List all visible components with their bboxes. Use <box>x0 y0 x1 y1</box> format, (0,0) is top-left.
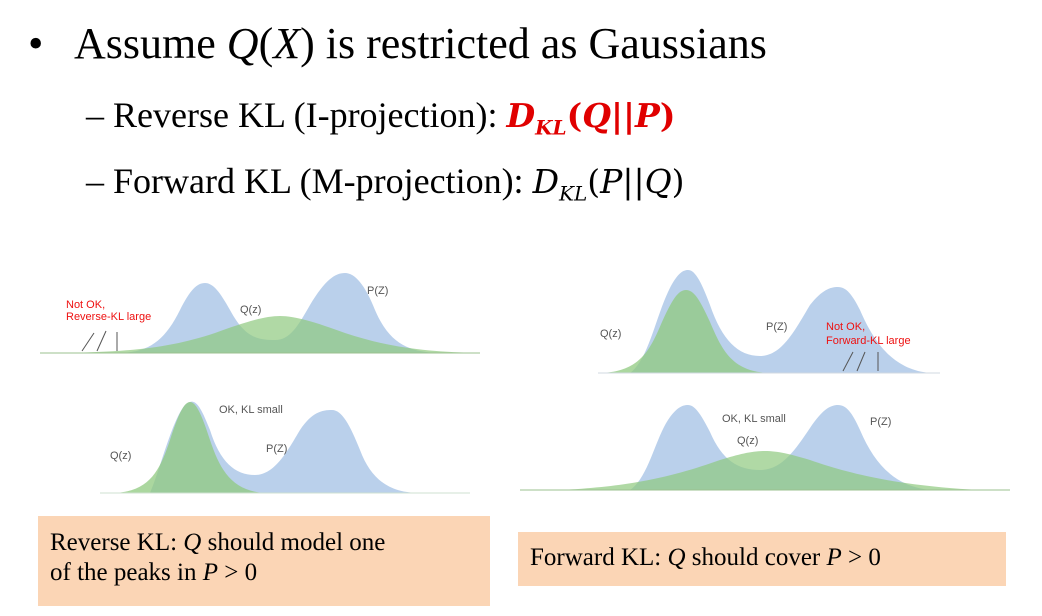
reverse-kl-summary-line1: Reverse KL: Q should model one <box>50 528 490 558</box>
reverse-kl-summary-line2: of the peaks in P > 0 <box>50 558 490 588</box>
fkl-sub: KL <box>559 181 588 206</box>
fkl-close: ) <box>671 162 685 201</box>
main-bullet: • Assume Q(X) is restricted as Gaussians <box>28 18 767 69</box>
forward-kl-line: – Forward KL (M-projection): DKL(P||Q) <box>86 160 685 206</box>
box-reverse-pre: Reverse KL: <box>50 529 184 556</box>
forward-kl-formula: DKL(P||Q) <box>532 162 685 206</box>
q-label-top-left: Q(z) <box>240 304 261 316</box>
p-distribution-top-left <box>60 273 480 353</box>
ok-label-bottom-right: OK, KL small <box>722 413 786 425</box>
rkl-arg2: P <box>634 96 660 135</box>
bullet-rparen: ) <box>300 19 315 68</box>
q-distribution-bottom-left <box>115 402 265 493</box>
warn-label-top-left-2: Reverse-KL large <box>66 311 151 323</box>
box-forward-pre: Forward KL: <box>530 544 668 571</box>
box-reverse-mid: should model one <box>201 529 386 556</box>
box-forward-q: Q <box>667 544 686 571</box>
reverse-kl-dash: – <box>86 95 113 135</box>
fkl-arg1: P <box>600 162 623 201</box>
panel-top-left: P(Z) Q(z) Not OK, Reverse-KL large <box>40 273 480 354</box>
warn-label-top-right-1: Not OK, <box>826 321 865 333</box>
arrows-top-left <box>81 330 118 352</box>
reverse-kl-formula: DKL(Q||P) <box>506 96 676 140</box>
rkl-open: ( <box>566 96 583 135</box>
p-label-bottom-left: P(Z) <box>266 443 287 455</box>
bullet-dot: • <box>28 19 44 68</box>
arrows-top-right <box>842 351 879 372</box>
ok-label-bottom-left: OK, KL small <box>219 404 283 416</box>
panel-bottom-right: OK, KL small Q(z) P(Z) <box>520 405 1010 491</box>
reverse-kl-summary-box: Reverse KL: Q should model one of the pe… <box>38 516 490 606</box>
fkl-open: ( <box>587 162 601 201</box>
q-distribution-bottom-right <box>560 451 980 490</box>
box-forward-gt: > 0 <box>841 544 881 571</box>
rkl-close: ) <box>659 96 676 135</box>
fkl-sep: || <box>622 162 645 201</box>
fkl-arg2: Q <box>644 162 672 201</box>
p-label-top-left: P(Z) <box>367 285 388 297</box>
p-distribution-bottom-right <box>600 405 940 490</box>
warn-label-top-left-1: Not OK, <box>66 299 105 311</box>
box-reverse-q: Q <box>183 529 202 556</box>
p-label-bottom-right: P(Z) <box>870 416 891 428</box>
q-label-bottom-right: Q(z) <box>737 435 758 447</box>
panel-bottom-left: OK, KL small Q(z) P(Z) <box>100 401 470 494</box>
q-distribution-top-right <box>600 290 770 373</box>
rkl-d: D <box>506 96 536 135</box>
panel-top-right: Q(z) P(Z) Not OK, Forward-KL large <box>598 270 940 374</box>
fkl-d: D <box>532 162 560 201</box>
box-reverse-gt: > 0 <box>218 559 258 586</box>
bullet-lparen: ( <box>258 19 274 68</box>
bullet-q: Q <box>226 19 259 68</box>
forward-kl-summary-box: Forward KL: Q should cover P > 0 <box>518 532 1006 586</box>
box-reverse-p: P <box>202 559 219 586</box>
q-distribution-top-left <box>60 316 480 353</box>
rkl-arg1: Q <box>582 96 611 135</box>
bullet-post: is restricted as Gaussians <box>314 19 767 68</box>
bullet-pre: Assume <box>74 19 227 68</box>
q-label-bottom-left: Q(z) <box>110 450 131 462</box>
reverse-kl-line: – Reverse KL (I-projection): DKL(Q||P) <box>86 94 675 140</box>
forward-kl-label: Forward KL (M-projection): <box>113 161 533 201</box>
reverse-kl-label: Reverse KL (I-projection): <box>113 95 507 135</box>
box-forward-p: P <box>826 544 842 571</box>
box-forward-mid: should cover <box>685 544 827 571</box>
rkl-sep: || <box>610 96 635 135</box>
bullet-x: X <box>273 19 301 68</box>
box-reverse-line2-pre: of the peaks in <box>50 559 203 586</box>
forward-kl-dash: – <box>86 161 113 201</box>
p-label-top-right: P(Z) <box>766 321 787 333</box>
rkl-sub: KL <box>535 115 567 140</box>
warn-label-top-right-2: Forward-KL large <box>826 335 911 347</box>
q-label-top-right: Q(z) <box>600 328 621 340</box>
